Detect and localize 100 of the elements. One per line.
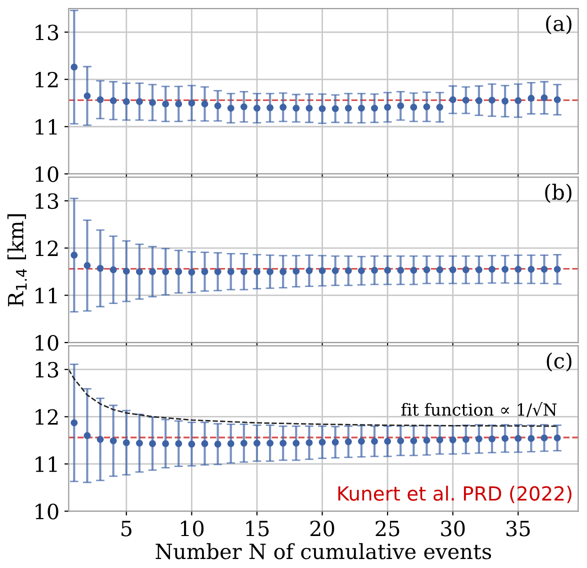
point bbox=[266, 268, 274, 276]
point bbox=[528, 434, 535, 442]
point bbox=[514, 97, 522, 104]
point bbox=[488, 96, 496, 104]
y-tick-label: 11 bbox=[36, 119, 57, 135]
point bbox=[488, 266, 496, 273]
point bbox=[449, 436, 456, 444]
point bbox=[266, 104, 274, 112]
point bbox=[70, 64, 78, 71]
point bbox=[84, 262, 91, 269]
point bbox=[318, 267, 326, 274]
point bbox=[332, 267, 339, 274]
point bbox=[201, 440, 208, 448]
point bbox=[462, 436, 470, 443]
point bbox=[188, 440, 196, 448]
point bbox=[70, 419, 78, 426]
series-label: fit function ∝ 1/√N bbox=[401, 402, 557, 418]
point bbox=[449, 96, 456, 104]
point bbox=[266, 440, 274, 447]
point bbox=[371, 438, 378, 445]
point bbox=[201, 268, 208, 276]
point bbox=[306, 104, 313, 112]
point bbox=[502, 98, 509, 105]
point bbox=[162, 440, 170, 448]
point bbox=[188, 268, 196, 276]
annotation: (c) bbox=[546, 352, 572, 372]
point bbox=[201, 100, 208, 108]
point bbox=[462, 96, 470, 104]
x-tick-label: 5 bbox=[122, 520, 132, 536]
point bbox=[514, 266, 522, 273]
y-tick-label: 10 bbox=[36, 334, 58, 351]
point bbox=[436, 266, 444, 274]
point bbox=[397, 437, 404, 444]
point bbox=[540, 266, 548, 273]
point bbox=[96, 264, 104, 272]
point bbox=[475, 266, 482, 274]
x-tick-label: 15 bbox=[246, 520, 269, 536]
point bbox=[240, 268, 248, 276]
point bbox=[110, 437, 117, 444]
y-axis-title: R$_{1.4}$ [km] bbox=[7, 214, 27, 306]
point bbox=[502, 434, 509, 442]
point bbox=[332, 105, 339, 112]
point bbox=[436, 436, 444, 444]
point bbox=[410, 266, 418, 274]
point bbox=[344, 104, 352, 112]
point bbox=[149, 268, 156, 276]
point bbox=[292, 268, 300, 275]
point bbox=[122, 98, 130, 106]
x-tick-label: 35 bbox=[506, 520, 530, 536]
point bbox=[423, 103, 430, 110]
x-tick-label: 20 bbox=[310, 520, 334, 536]
point bbox=[371, 104, 378, 112]
point bbox=[110, 97, 117, 104]
point bbox=[84, 432, 91, 440]
point bbox=[110, 266, 117, 274]
x-tick-label: 10 bbox=[180, 520, 204, 536]
point bbox=[136, 98, 143, 106]
point bbox=[240, 103, 248, 110]
y-tick-label: 13 bbox=[36, 362, 58, 378]
annotation: (b) bbox=[545, 184, 572, 203]
x-axis-title: Number N of cumulative events bbox=[156, 543, 492, 560]
point bbox=[332, 438, 339, 446]
point bbox=[344, 267, 352, 274]
point bbox=[410, 437, 418, 444]
point bbox=[528, 266, 535, 273]
y-tick-label: 13 bbox=[36, 24, 58, 40]
point bbox=[540, 94, 548, 102]
point bbox=[136, 440, 143, 447]
point bbox=[410, 104, 418, 111]
point bbox=[397, 266, 404, 274]
point bbox=[449, 266, 456, 274]
point bbox=[122, 268, 130, 275]
point bbox=[306, 439, 313, 446]
point bbox=[70, 252, 78, 259]
point bbox=[358, 104, 365, 112]
point bbox=[462, 266, 470, 274]
point bbox=[254, 440, 260, 447]
point bbox=[214, 102, 222, 110]
point bbox=[280, 268, 287, 276]
point bbox=[528, 94, 535, 102]
y-tick-label: 12 bbox=[36, 72, 58, 88]
point bbox=[227, 440, 234, 448]
point bbox=[149, 440, 156, 448]
y-tick-label: 11 bbox=[36, 456, 57, 472]
point bbox=[540, 434, 548, 442]
point bbox=[488, 435, 496, 442]
x-tick-label: 25 bbox=[376, 520, 400, 536]
point bbox=[214, 440, 222, 448]
point bbox=[96, 96, 104, 104]
y-tick-label: 10 bbox=[36, 504, 58, 520]
point bbox=[344, 438, 352, 446]
annotation: Kunert et al. PRD (2022) bbox=[338, 486, 572, 504]
point bbox=[475, 435, 482, 442]
x-tick-label: 30 bbox=[441, 520, 465, 536]
point bbox=[384, 266, 392, 274]
point bbox=[227, 104, 234, 112]
point bbox=[397, 102, 404, 110]
point bbox=[280, 440, 287, 447]
point bbox=[423, 436, 430, 444]
point bbox=[84, 92, 91, 100]
